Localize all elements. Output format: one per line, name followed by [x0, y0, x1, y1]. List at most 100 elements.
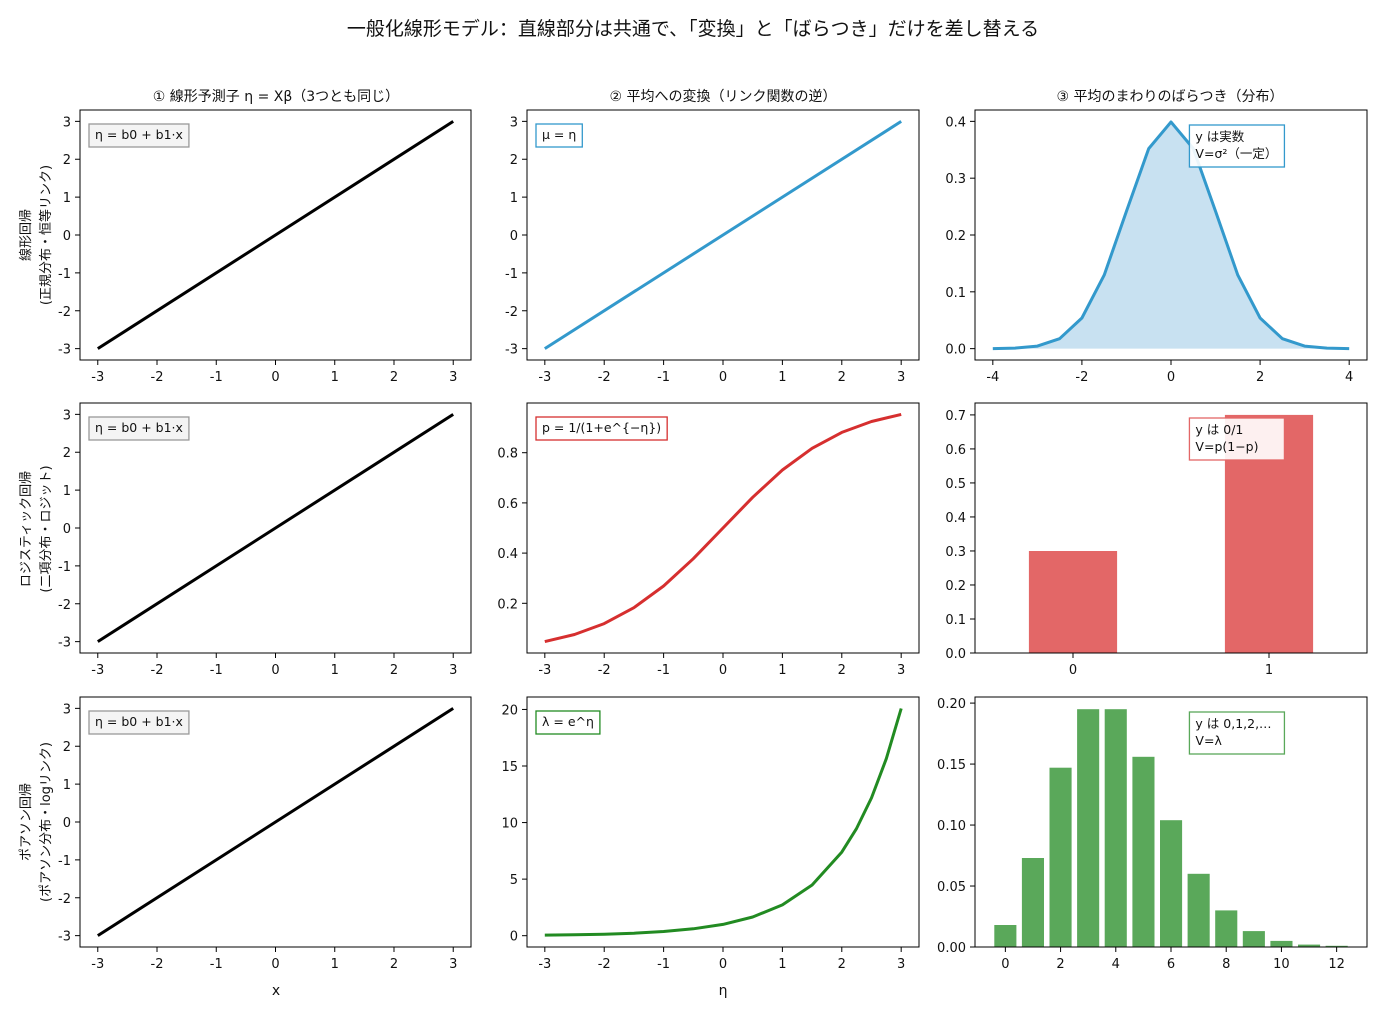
row-label-subtitle: (正規分布・恒等リンク): [38, 165, 54, 305]
bar: [1325, 945, 1348, 947]
y-tick-label: -1: [58, 267, 71, 282]
x-tick-label: 3: [449, 663, 457, 678]
formula-text: η = b0 + b1·x: [95, 714, 183, 729]
formula-box: λ = e^η: [535, 710, 601, 735]
x-tick-label: 2: [1256, 370, 1264, 385]
y-tick-label: 0.3: [945, 545, 966, 560]
x-axis-label-eta: η: [719, 983, 728, 999]
formula-box: p = 1/(1+e^{−η}): [535, 416, 668, 441]
row-label-subtitle: (二項分布・ロジット): [39, 465, 54, 592]
formula-frame: [535, 710, 601, 735]
bar: [1077, 709, 1100, 947]
bar: [1028, 551, 1118, 653]
y-tick-label: 0.6: [497, 497, 518, 512]
bar: [1242, 931, 1265, 947]
x-tick-label: 3: [897, 957, 905, 972]
x-tick-label: 0: [271, 663, 279, 678]
y-tick-label: 1: [63, 484, 71, 499]
formula-text: p = 1/(1+e^{−η}): [542, 420, 661, 435]
column-title-inverse-link: ② 平均への変換（リンク関数の逆）: [609, 88, 836, 105]
x-tick-label: -1: [657, 663, 670, 678]
x-tick-label: 2: [390, 663, 398, 678]
formula-frame: [88, 710, 190, 735]
chart-panel-row2-col1: -3 -2 -1 0 1 2 3 -3 -2 -1 0 1 2 3 η = b0 + b1·x: [58, 402, 472, 678]
formula-text: μ = η: [542, 127, 576, 142]
x-tick-label: -1: [210, 663, 223, 678]
distribution-note: y は 0/1 V=p(1−p): [1188, 417, 1286, 461]
row-label-logistic-regression: ロジスティック回帰 (二項分布・ロジット): [18, 465, 54, 592]
distribution-note: y は 0,1,2,… V=λ: [1188, 711, 1286, 755]
y-tick-label: 0.4: [497, 547, 518, 562]
bar: [994, 925, 1017, 947]
note-line: V=λ: [1195, 733, 1222, 748]
y-tick-label: 0.20: [937, 697, 966, 712]
y-tick-label: 1: [510, 191, 518, 206]
x-tick-label: 2: [838, 663, 846, 678]
y-tick-label: -3: [58, 930, 71, 945]
x-axis-label-x: x: [272, 983, 280, 999]
bar: [1104, 709, 1127, 947]
y-tick-label: 0.5: [945, 477, 966, 492]
y-tick-label: 0.4: [945, 511, 966, 526]
chart-panel-row2-col2: -3 -2 -1 0 1 2 3 0.2 0.4 0.6 0.8 p = 1/(1+e^{−η}): [497, 402, 920, 678]
y-tick-label: 0.2: [945, 229, 966, 244]
x-tick-label: 0: [1001, 957, 1009, 972]
y-tick-label: -3: [505, 343, 518, 358]
y-tick-label: -1: [58, 854, 71, 869]
x-tick-label: 4: [1345, 370, 1353, 385]
x-tick-label: -3: [538, 957, 551, 972]
x-tick-label: 0: [1069, 663, 1077, 678]
x-tick-label: 0: [271, 370, 279, 385]
column-title-linear-predictor: ① 線形予測子 η = Xβ（3つとも同じ）: [153, 89, 399, 105]
x-tick-label: 3: [897, 663, 905, 678]
y-tick-label: 0.3: [945, 172, 966, 187]
y-tick-label: 3: [63, 702, 71, 717]
panel-grid: -3 -2 -1 0 1 2 3 -3 -2 -1 0 1 2 3 η = b0 + b1·x -3 -2 -1 0…: [58, 109, 1368, 972]
note-frame: [1188, 711, 1286, 755]
chart-panel-row1-col1: -3 -2 -1 0 1 2 3 -3 -2 -1 0 1 2 3 η = b0 + b1·x: [58, 109, 472, 385]
x-tick-label: -2: [598, 957, 611, 972]
y-tick-label: 0.10: [937, 819, 966, 834]
x-tick-label: -4: [986, 370, 999, 385]
formula-box: η = b0 + b1·x: [88, 123, 190, 148]
formula-box: η = b0 + b1·x: [88, 416, 190, 441]
bar: [1021, 858, 1044, 947]
y-tick-label: 0.0: [945, 343, 966, 358]
x-tick-label: 0: [719, 370, 727, 385]
x-tick-label: -3: [91, 663, 104, 678]
area-fill: [992, 122, 1350, 349]
row-label-linear-regression: 線形回帰 (正規分布・恒等リンク): [18, 165, 54, 305]
y-tick-label: -2: [505, 305, 518, 320]
formula-text: λ = e^η: [542, 714, 594, 729]
x-tick-label: -1: [657, 370, 670, 385]
x-tick-label: 2: [838, 957, 846, 972]
x-tick-label: 1: [331, 957, 339, 972]
bar: [1270, 940, 1293, 947]
x-tick-label: 2: [838, 370, 846, 385]
bar: [1187, 873, 1210, 947]
x-tick-label: -2: [151, 370, 164, 385]
x-tick-label: 1: [331, 370, 339, 385]
column-title-distribution: ③ 平均のまわりのばらつき（分布）: [1056, 89, 1283, 105]
chart-panel-row1-col2: -3 -2 -1 0 1 2 3 -3 -2 -1 0 1 2 3 μ = η: [505, 109, 920, 385]
x-tick-label: 0: [719, 957, 727, 972]
note-line: y は実数: [1195, 129, 1244, 144]
y-tick-label: 0.15: [937, 758, 966, 773]
formula-frame: [88, 416, 190, 441]
y-tick-label: -2: [58, 305, 71, 320]
chart-panel-row3-col3: 0 2 4 6 8 10 12 0.00 0.05 0.10 0.15 0.20 y は 0,1,2,……: [937, 696, 1368, 972]
axes-frame: [974, 402, 1368, 654]
chart-panel-row2-col3: 0 1 0.0 0.1 0.2 0.3 0.4 0.5 0.6 0.7 y は 0/1 V=p(1−p…: [945, 402, 1368, 678]
note-line: V=p(1−p): [1195, 439, 1258, 454]
y-tick-label: -3: [58, 636, 71, 651]
bar: [1215, 910, 1238, 947]
chart-panel-row1-col3: -4 -2 0 2 4 0.0 0.1 0.2 0.3 0.4 y は実数 V=σ²（一定）: [945, 109, 1368, 385]
formula-frame: [535, 416, 668, 441]
formula-box: η = b0 + b1·x: [88, 710, 190, 735]
x-tick-label: -1: [210, 370, 223, 385]
y-tick-label: 10: [501, 817, 518, 832]
y-tick-label: 2: [63, 740, 71, 755]
x-tick-label: -1: [657, 957, 670, 972]
distribution-note: y は実数 V=σ²（一定）: [1188, 124, 1286, 168]
